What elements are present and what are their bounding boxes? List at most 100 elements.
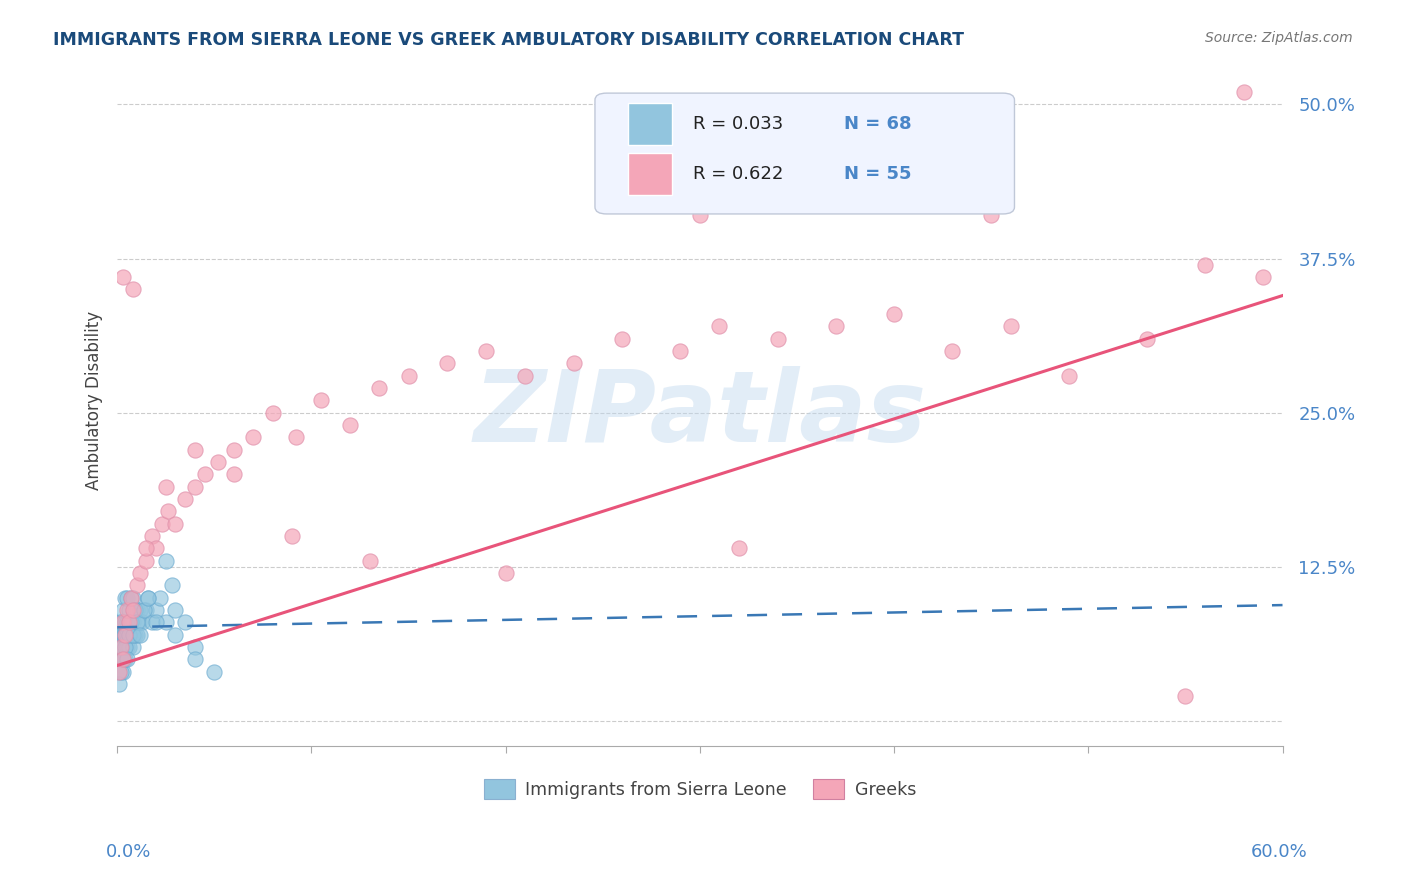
Point [120,615,142,630]
Point [1174,690,1197,704]
Point [150,516,173,531]
Text: R = 0.033: R = 0.033 [693,115,783,133]
Point [612,332,634,346]
Point [824,196,846,211]
Point [398,368,420,383]
Point [141,529,163,543]
Point [145,603,167,617]
Point [111,652,134,666]
Point [121,628,143,642]
Point [562,356,585,370]
Point [309,393,332,408]
Point [1000,319,1022,334]
Point [111,628,134,642]
Point [110,628,132,642]
Point [114,615,136,630]
Point [125,615,148,630]
Text: 60.0%: 60.0% [1251,843,1308,861]
Point [184,640,207,654]
Point [160,578,183,592]
Point [165,516,187,531]
FancyBboxPatch shape [595,93,1015,214]
Point [124,628,146,642]
Y-axis label: Ambulatory Disability: Ambulatory Disability [86,310,103,490]
Point [284,430,307,444]
Point [120,615,142,630]
Point [165,603,187,617]
Point [135,603,157,617]
Point [111,652,134,666]
Point [120,591,142,605]
Point [115,640,138,654]
Point [124,603,146,617]
Point [118,628,141,642]
Point [120,628,142,642]
Point [194,467,217,482]
Point [669,344,692,359]
Point [115,615,138,630]
Legend: Immigrants from Sierra Leone, Greeks: Immigrants from Sierra Leone, Greeks [477,772,922,806]
Point [368,381,391,395]
Point [156,504,179,518]
Point [111,603,134,617]
Point [129,628,152,642]
Point [118,603,141,617]
Point [115,591,138,605]
Point [436,356,458,370]
Point [110,640,132,654]
Point [114,652,136,666]
Point [114,628,136,642]
Point [108,628,131,642]
Point [262,406,284,420]
Point [207,455,229,469]
Point [111,615,134,630]
Text: N = 68: N = 68 [845,115,912,133]
Point [114,640,136,654]
Text: Source: ZipAtlas.com: Source: ZipAtlas.com [1205,31,1353,45]
Point [121,282,143,296]
Point [202,665,225,679]
Point [111,640,134,654]
Point [111,270,134,285]
Point [115,628,138,642]
Point [112,628,135,642]
Point [1251,270,1274,285]
Text: N = 55: N = 55 [845,165,912,183]
Point [883,307,905,321]
Point [108,677,131,691]
Point [727,541,749,556]
Point [129,603,152,617]
Point [108,615,131,630]
Point [129,566,152,580]
Point [184,442,207,457]
Point [222,467,245,482]
Point [131,615,153,630]
Point [115,603,138,617]
Point [110,652,132,666]
Text: IMMIGRANTS FROM SIERRA LEONE VS GREEK AMBULATORY DISABILITY CORRELATION CHART: IMMIGRANTS FROM SIERRA LEONE VS GREEK AM… [53,31,965,49]
Point [108,640,131,654]
Point [121,615,143,630]
Point [136,591,159,605]
Point [709,319,731,334]
Point [118,615,141,630]
Point [135,554,157,568]
Point [145,541,167,556]
Point [110,665,132,679]
Point [766,332,789,346]
Point [108,652,131,666]
Point [155,480,177,494]
Point [118,640,141,654]
Point [475,344,498,359]
Point [174,491,197,506]
Point [1194,258,1216,272]
Point [134,603,156,617]
Text: ZIPatlas: ZIPatlas [474,366,927,463]
Point [184,480,207,494]
Point [136,591,159,605]
Point [689,209,711,223]
Text: R = 0.622: R = 0.622 [693,165,783,183]
Point [121,603,143,617]
Point [125,578,148,592]
Point [118,628,141,642]
